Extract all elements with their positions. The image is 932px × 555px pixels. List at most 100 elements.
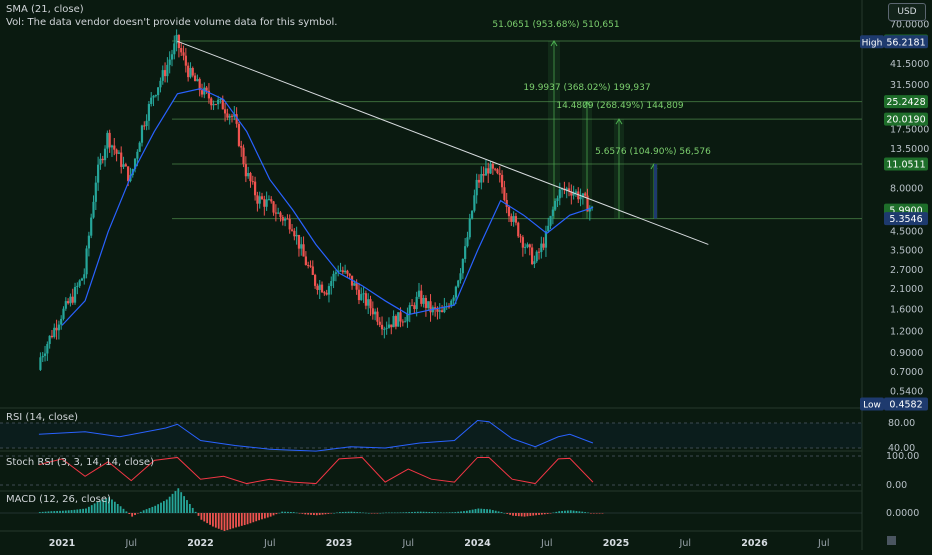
macd-histogram-bar — [62, 510, 64, 513]
candle-body — [120, 152, 123, 167]
candle-body — [415, 296, 418, 310]
candle-body — [73, 286, 77, 303]
trendline — [177, 40, 709, 245]
macd-histogram-bar — [108, 497, 110, 513]
macd-histogram-bar — [301, 513, 304, 514]
candle-body — [180, 48, 183, 53]
candle-body — [78, 280, 81, 286]
candle-body — [397, 312, 400, 327]
rsi-legend: RSI (14, close) — [6, 412, 79, 423]
macd-histogram-bar — [261, 513, 263, 520]
candle-body — [311, 266, 314, 275]
candle-body — [168, 59, 171, 65]
macd-histogram-bar — [157, 504, 160, 513]
macd-histogram-bar — [313, 513, 315, 516]
macd-histogram-bar — [177, 488, 180, 513]
macd-histogram-bar — [298, 513, 301, 514]
candle-body — [422, 297, 425, 304]
candle-body — [295, 234, 298, 237]
macd-histogram-bar — [546, 513, 549, 514]
target-arrowhead — [550, 40, 558, 47]
target-label: 14.4809 (268.49%) 144,809 — [556, 101, 683, 111]
macd-histogram-bar — [324, 513, 327, 515]
macd-histogram-bar — [517, 513, 520, 517]
candle-body — [90, 217, 93, 236]
candle-body — [251, 181, 254, 183]
macd-histogram-bar — [382, 512, 385, 514]
candle-body — [92, 201, 95, 218]
candle-body — [408, 305, 411, 314]
candle-body — [581, 193, 584, 197]
candle-body — [219, 99, 222, 101]
candle-body — [274, 212, 277, 214]
candle-body — [466, 237, 469, 247]
macd-histogram-bar — [601, 513, 604, 514]
macd-histogram-bar — [315, 513, 318, 516]
macd-histogram-bar — [154, 505, 157, 513]
candle-body — [567, 188, 571, 192]
candle-body — [249, 173, 252, 182]
candle-body — [69, 296, 72, 304]
candle-body — [577, 191, 580, 200]
macd-histogram-bar — [263, 513, 266, 519]
macd-histogram-bar — [229, 513, 232, 530]
macd-histogram-bar — [47, 511, 50, 513]
candle-body — [404, 321, 407, 323]
candle-body — [290, 229, 294, 231]
candle-body — [443, 306, 446, 313]
macd-histogram-bar — [356, 512, 359, 513]
candle-body — [46, 343, 49, 354]
candle-body — [320, 284, 324, 293]
candle-body — [544, 231, 548, 248]
macd-histogram-bar — [388, 512, 390, 514]
macd-histogram-bar — [489, 509, 491, 513]
candle-body — [521, 237, 524, 248]
candle-body — [519, 236, 522, 238]
candle-body — [150, 97, 153, 104]
currency-button[interactable]: USD — [888, 3, 926, 21]
macd-histogram-bar — [460, 511, 462, 513]
macd-histogram-bar — [238, 513, 240, 527]
candle-body — [103, 148, 107, 161]
candle-body — [489, 163, 492, 174]
candle-body — [332, 273, 335, 282]
candle-body — [205, 87, 208, 91]
macd-histogram-bar — [347, 511, 350, 513]
macd-histogram-bar — [515, 513, 517, 516]
candle-body — [314, 274, 317, 286]
candle-body — [191, 67, 194, 76]
macd-histogram-bar — [336, 512, 338, 514]
candle-body — [318, 284, 321, 290]
rsi-band — [0, 423, 862, 448]
candle-body — [438, 310, 441, 312]
macd-histogram-bar — [431, 512, 434, 513]
macd-histogram-bar — [396, 512, 399, 514]
candle-body — [524, 246, 527, 248]
candle-body — [323, 292, 326, 294]
macd-histogram-bar — [131, 513, 134, 517]
macd-histogram-bar — [203, 513, 206, 522]
candle-body — [357, 289, 361, 301]
level-price-badge-blue-bg — [884, 212, 928, 226]
candle-body — [494, 168, 497, 170]
macd-histogram-bar — [266, 513, 269, 518]
macd-histogram-bar — [186, 500, 188, 513]
macd-histogram-bar — [419, 511, 422, 513]
candle-body — [477, 179, 481, 183]
candle-body — [39, 357, 42, 370]
candle-body — [297, 234, 301, 249]
candle-body — [367, 299, 370, 306]
candle-body — [110, 145, 114, 148]
candle-body — [410, 305, 414, 307]
macd-histogram-bar — [333, 513, 336, 514]
candle-body — [267, 199, 271, 201]
candle-body — [193, 75, 197, 82]
candle-body — [353, 283, 356, 286]
macd-histogram-bar — [174, 491, 177, 513]
macd-histogram-bar — [402, 512, 405, 513]
candle-body — [281, 217, 284, 221]
candle-body — [97, 164, 100, 183]
candle-body — [235, 114, 238, 124]
candle-body — [417, 290, 421, 297]
